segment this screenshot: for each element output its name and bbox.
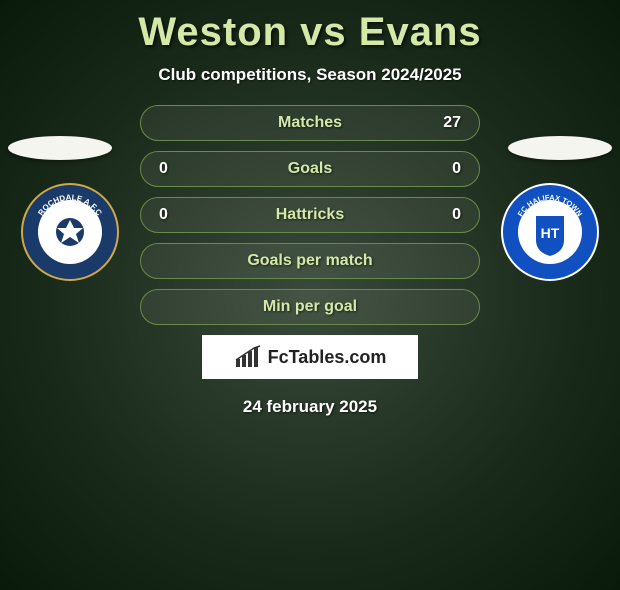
stat-label: Goals per match: [199, 252, 421, 270]
club-crest-right: FC HALIFAX TOWN THE SHAYMEN HT: [500, 182, 600, 287]
stats-container: Matches 27 0 Goals 0 0 Hattricks 0 Goals…: [140, 105, 480, 325]
stat-row-min-per-goal: Min per goal: [140, 289, 480, 325]
fctables-logo: FcTables.com: [202, 335, 418, 379]
flag-right: [508, 136, 612, 160]
bar-chart-icon: [234, 345, 262, 369]
subtitle: Club competitions, Season 2024/2025: [0, 65, 620, 85]
stat-right: 27: [421, 114, 461, 132]
stat-left: 0: [159, 206, 199, 224]
stat-label: Goals: [199, 160, 421, 178]
flag-left: [8, 136, 112, 160]
stat-right: 0: [421, 206, 461, 224]
stat-right: 0: [421, 160, 461, 178]
date-label: 24 february 2025: [0, 397, 620, 417]
stat-row-goals-per-match: Goals per match: [140, 243, 480, 279]
stat-row-hattricks: 0 Hattricks 0: [140, 197, 480, 233]
stat-row-goals: 0 Goals 0: [140, 151, 480, 187]
page-title: Weston vs Evans: [0, 10, 620, 55]
stat-left: 0: [159, 160, 199, 178]
rochdale-crest-icon: ROCHDALE A.F.C THE DALE: [20, 182, 120, 282]
halifax-crest-icon: FC HALIFAX TOWN THE SHAYMEN HT: [500, 182, 600, 282]
club-crest-left: ROCHDALE A.F.C THE DALE: [20, 182, 120, 287]
logo-text: FcTables.com: [268, 347, 387, 368]
stat-row-matches: Matches 27: [140, 105, 480, 141]
stat-label: Matches: [199, 114, 421, 132]
stat-label: Hattricks: [199, 206, 421, 224]
svg-text:HT: HT: [541, 225, 560, 241]
stat-label: Min per goal: [199, 298, 421, 316]
